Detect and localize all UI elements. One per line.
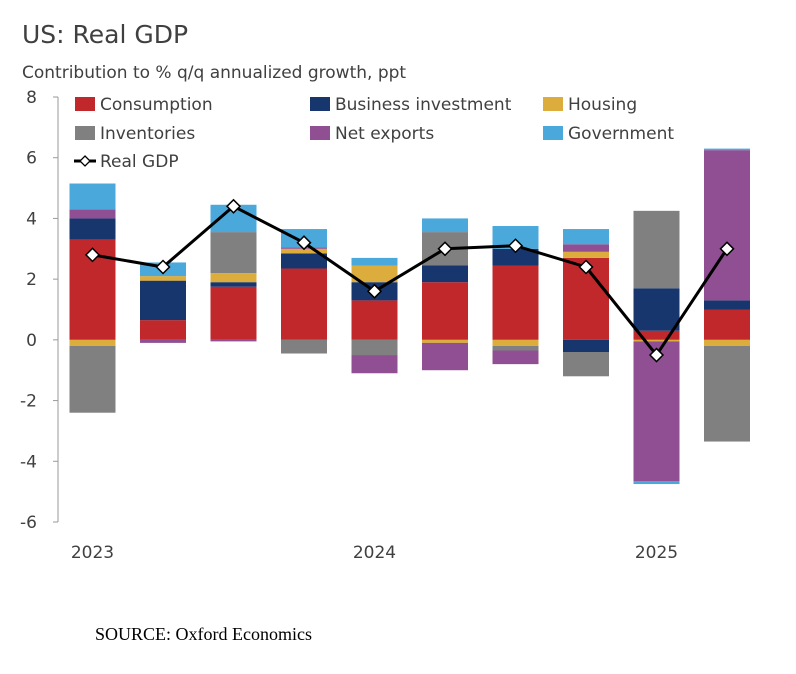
legend-label-inventories: Inventories bbox=[100, 124, 195, 144]
bar-segment-inventories bbox=[351, 339, 398, 356]
bars-layer bbox=[69, 148, 750, 485]
bar-segment-government bbox=[633, 481, 680, 485]
bar-segment-business-investment bbox=[563, 339, 609, 352]
bar-segment-business-investment bbox=[281, 253, 327, 269]
legend-swatch-consumption bbox=[75, 97, 95, 111]
bar-segment-consumption bbox=[704, 309, 750, 340]
bar-segment-business-investment bbox=[633, 288, 680, 331]
bar-segment-housing bbox=[633, 339, 680, 342]
legend-marker-real-gdp bbox=[79, 155, 91, 167]
x-tick-label: 2023 bbox=[71, 543, 114, 563]
bar-segment-inventories bbox=[563, 352, 609, 377]
chart-subtitle: Contribution to % q/q annualized growth,… bbox=[22, 63, 407, 83]
bar-segment-housing bbox=[492, 339, 539, 346]
bar-segment-net-exports bbox=[351, 355, 398, 374]
line-layer bbox=[84, 198, 735, 363]
bar-segment-consumption bbox=[492, 265, 539, 340]
real-gdp-marker bbox=[719, 241, 735, 257]
source-note: SOURCE: Oxford Economics bbox=[95, 624, 312, 644]
bar-segment-government bbox=[351, 257, 398, 266]
bar-segment-consumption bbox=[140, 320, 186, 340]
bar-segment-inventories bbox=[633, 210, 680, 289]
real-gdp-marker bbox=[155, 259, 171, 275]
real-gdp-marker bbox=[296, 235, 312, 251]
real-gdp-marker bbox=[437, 241, 453, 257]
bar-segment-government bbox=[563, 229, 609, 245]
bar-segment-inventories bbox=[210, 232, 257, 274]
bar-segment-business-investment bbox=[210, 282, 257, 287]
y-tick-label: 8 bbox=[26, 88, 37, 108]
bar-segment-government bbox=[704, 148, 750, 151]
bar-segment-housing bbox=[563, 251, 609, 258]
bar-segment-net-exports bbox=[704, 150, 750, 301]
bar-segment-housing bbox=[69, 339, 116, 346]
legend-swatch-government bbox=[543, 126, 563, 140]
bar-segment-housing bbox=[704, 339, 750, 346]
bar-segment-net-exports bbox=[140, 339, 186, 343]
gdp-contribution-chart: -6 -4 -2 0 2 4 6 8 2023 2024 2025 Consumption Busin… bbox=[20, 88, 750, 563]
bar-segment-net-exports bbox=[210, 339, 257, 342]
bar-segment-inventories bbox=[69, 345, 116, 413]
bar-segment-business-investment bbox=[140, 280, 186, 321]
bar-segment-inventories bbox=[492, 345, 539, 351]
legend-label-net-exports: Net exports bbox=[335, 124, 434, 144]
legend-swatch-business-investment bbox=[310, 97, 330, 111]
real-gdp-marker bbox=[648, 347, 665, 363]
bar-segment-housing bbox=[210, 273, 257, 283]
bar-segment-government bbox=[492, 226, 539, 249]
legend-label-housing: Housing bbox=[568, 95, 637, 115]
real-gdp-marker bbox=[507, 238, 524, 254]
bar-segment-housing bbox=[281, 248, 327, 254]
legend-label-consumption: Consumption bbox=[100, 95, 213, 115]
bar-segment-net-exports bbox=[492, 350, 539, 365]
bar-segment-consumption bbox=[210, 286, 257, 340]
bar-segment-housing bbox=[351, 265, 398, 283]
bar-segment-business-investment bbox=[422, 265, 468, 283]
bar-segment-business-investment bbox=[704, 300, 750, 310]
legend-label-government: Government bbox=[568, 124, 674, 144]
real-gdp-marker bbox=[578, 259, 594, 275]
y-tick-label: 4 bbox=[26, 209, 37, 229]
legend-label-business-investment: Business investment bbox=[335, 95, 512, 115]
x-tick-label: 2025 bbox=[635, 543, 678, 563]
real-gdp-marker bbox=[225, 198, 242, 214]
y-tick-label: -4 bbox=[20, 452, 37, 472]
real-gdp-line bbox=[92, 204, 729, 357]
bar-segment-consumption bbox=[351, 300, 398, 340]
legend-swatch-net-exports bbox=[310, 126, 330, 140]
legend-swatch-inventories bbox=[75, 126, 95, 140]
real-gdp-marker bbox=[84, 247, 101, 263]
y-tick-label: 0 bbox=[26, 331, 37, 351]
bar-segment-consumption bbox=[281, 268, 327, 340]
real-gdp-marker bbox=[366, 283, 383, 299]
bar-segment-inventories bbox=[281, 339, 327, 354]
bar-segment-inventories bbox=[704, 345, 750, 442]
x-tick-label: 2024 bbox=[353, 543, 396, 563]
y-tick-label: 6 bbox=[26, 149, 37, 169]
legend: Consumption Business investment Housing Inv… bbox=[74, 95, 674, 172]
bar-segment-business-investment bbox=[69, 218, 116, 240]
bar-segment-net-exports bbox=[563, 244, 609, 252]
bar-segment-net-exports bbox=[69, 209, 116, 219]
bar-segment-government bbox=[422, 218, 468, 233]
legend-label-real-gdp: Real GDP bbox=[100, 152, 179, 172]
y-tick-label: -2 bbox=[20, 392, 37, 412]
bar-segment-housing bbox=[422, 339, 468, 343]
legend-swatch-housing bbox=[543, 97, 563, 111]
bar-segment-government bbox=[69, 183, 116, 210]
y-tick-label: 2 bbox=[26, 270, 37, 290]
axis-layer: -6 -4 -2 0 2 4 6 8 2023 2024 2025 bbox=[20, 88, 678, 563]
bar-segment-housing bbox=[140, 276, 186, 281]
y-tick-label: -6 bbox=[20, 513, 37, 533]
bar-segment-net-exports bbox=[633, 341, 680, 482]
bar-segment-business-investment bbox=[492, 248, 539, 266]
chart-title: US: Real GDP bbox=[22, 20, 189, 49]
bar-segment-consumption bbox=[422, 282, 468, 340]
bar-segment-net-exports bbox=[422, 342, 468, 371]
bar-segment-consumption bbox=[633, 330, 680, 340]
